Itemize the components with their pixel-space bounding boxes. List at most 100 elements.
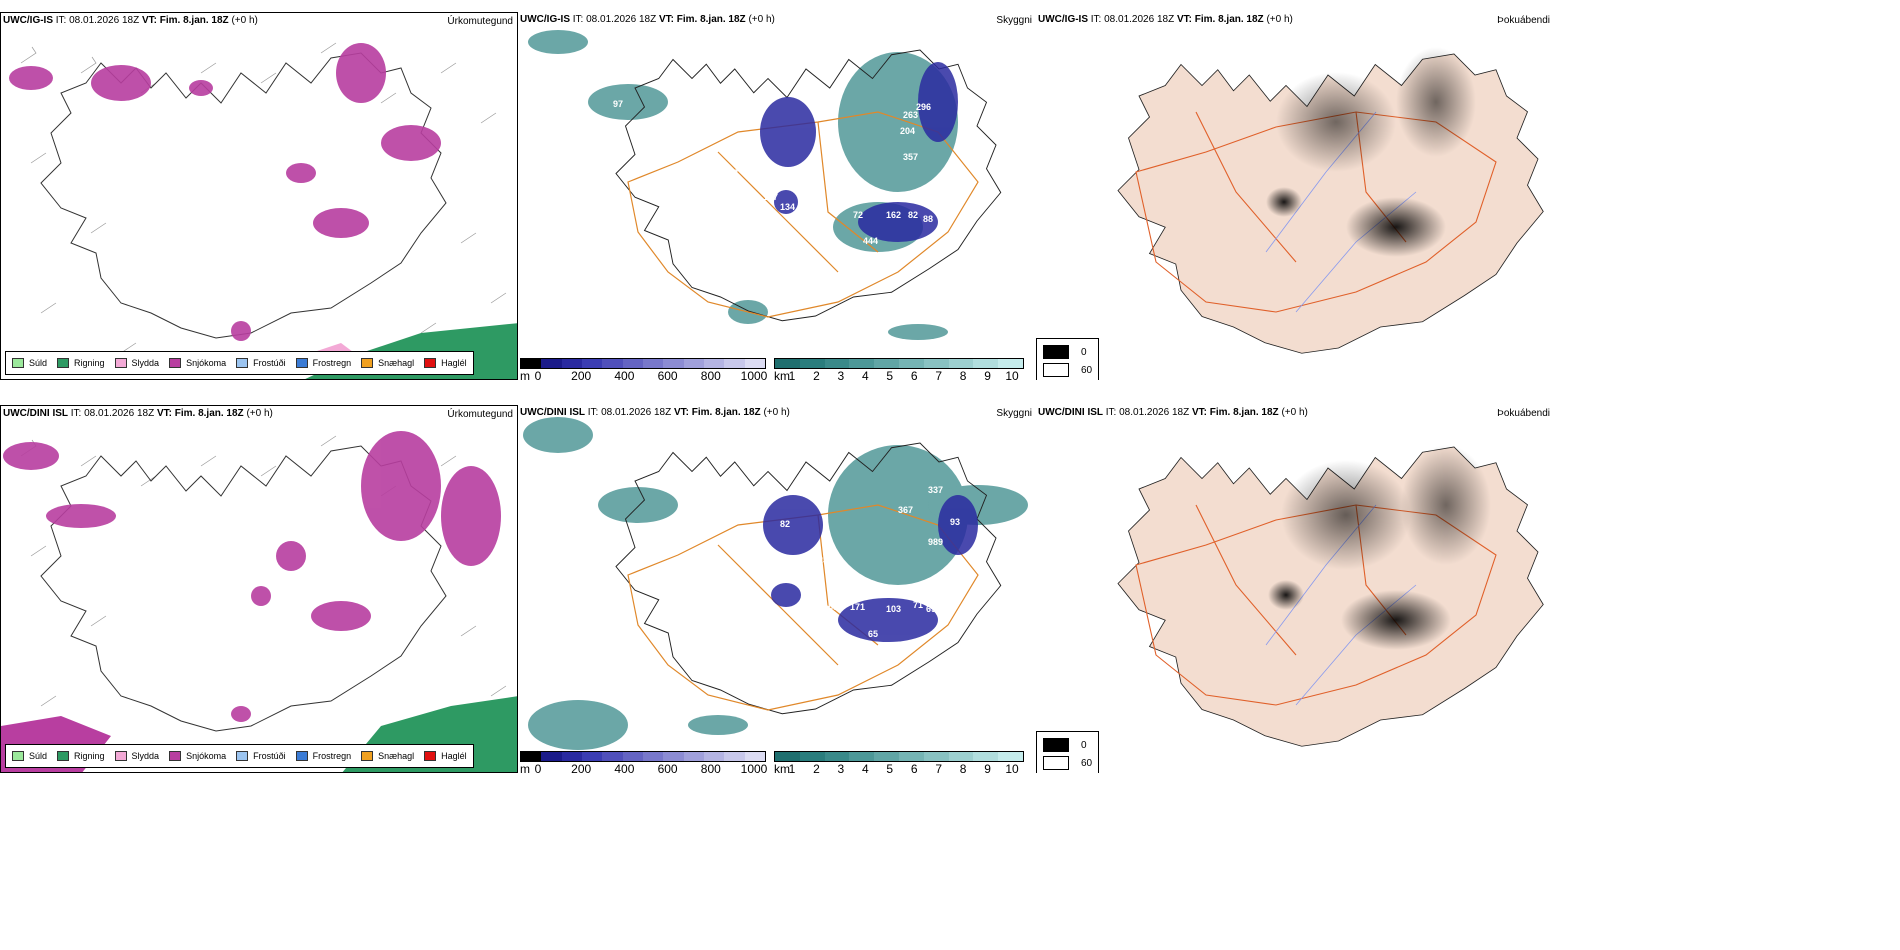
ceiling-label: 76 bbox=[764, 577, 774, 587]
fog-legend-1: 0 60 bbox=[1036, 338, 1100, 380]
precip-legend-2: Súld Rigning Slydda Snjókoma Frostúði Fr… bbox=[5, 744, 474, 768]
colorbar-tick: 10 bbox=[1005, 369, 1019, 380]
colorbar-tick: 0 bbox=[534, 369, 542, 380]
fog-panel-1: UWC/IG-IS IT: 08.01.2026 18Z VT: Fim. 8.… bbox=[1036, 12, 1554, 380]
visibility-areas bbox=[528, 30, 958, 340]
colorbar-tick: 5 bbox=[886, 369, 894, 380]
ceiling-areas bbox=[763, 495, 978, 642]
precip-legend-1: Súld Rigning Slydda Snjókoma Frostúði Fr… bbox=[5, 351, 474, 375]
legend-item: Frostregn bbox=[295, 358, 351, 368]
colorbar-swatches bbox=[520, 358, 766, 369]
ceiling-label: 98 bbox=[688, 136, 698, 146]
colorbar-tick: 1 bbox=[788, 762, 796, 773]
colorbar-tick: 9 bbox=[984, 762, 991, 773]
colorbar-tick: 8 bbox=[959, 369, 967, 380]
ceiling-label: 69 bbox=[926, 604, 936, 614]
panel-header: UWC/IG-IS IT: 08.01.2026 18Z VT: Fim. 8.… bbox=[1038, 14, 1293, 25]
panel-title: Úrkomutegund bbox=[447, 409, 513, 420]
colorbar-tick: 4 bbox=[861, 762, 869, 773]
wind-barbs bbox=[20, 42, 507, 354]
ceiling-label: 378 bbox=[723, 168, 738, 178]
ceiling-label: 134 bbox=[780, 202, 795, 212]
colorbar-tick: 0 bbox=[534, 762, 542, 773]
ceiling-label: 989 bbox=[928, 537, 943, 547]
fog-map-2 bbox=[1117, 445, 1544, 747]
colorbar-tick: 7 bbox=[935, 762, 942, 773]
ceiling-areas bbox=[760, 62, 958, 242]
cloud-panel-2: 71 82 236 175 156 158 171 103 71 69 93 989 337 367 65 7… bbox=[518, 405, 1036, 773]
legend-item: Haglél bbox=[424, 358, 467, 368]
colorbar-tick: 400 bbox=[614, 369, 635, 380]
precip-map-1 bbox=[9, 42, 517, 379]
legend-item: Frostregn bbox=[295, 751, 351, 761]
visibility-colorbar-1: km 1 2 3 4 5 6 7 8 9 10 bbox=[774, 358, 1024, 380]
legend-item: Súld bbox=[12, 358, 47, 368]
colorbar-tick: 800 bbox=[700, 762, 721, 773]
ceiling-label: 93 bbox=[950, 517, 960, 527]
colorbar-tick: 10 bbox=[1005, 762, 1019, 773]
panel-header: UWC/DINI ISL IT: 08.01.2026 18Z VT: Fim.… bbox=[1038, 407, 1308, 418]
legend-item: Frostúði bbox=[236, 358, 286, 368]
colorbar-tick: 800 bbox=[700, 369, 721, 380]
ceiling-label: 337 bbox=[928, 485, 943, 495]
colorbar-tick: 7 bbox=[935, 369, 942, 380]
ceiling-label: 236 bbox=[818, 555, 833, 565]
ceiling-label: 72 bbox=[853, 210, 863, 220]
legend-item: Rigning bbox=[57, 751, 105, 761]
cloud-panel-1: 106 97 99 77 89 95 98 378 127 134 72 162 82 88 357 263 2… bbox=[518, 12, 1036, 380]
colorbar-tick: 6 bbox=[910, 369, 918, 380]
panel-header: UWC/IG-IS IT: 08.01.2026 18Z VT: Fim. 8.… bbox=[520, 14, 775, 25]
ceiling-colorbar-1: m 0 200 400 600 800 1000 bbox=[520, 358, 767, 380]
legend-item: Súld bbox=[12, 751, 47, 761]
panel-title: Skyggni bbox=[996, 15, 1032, 26]
snow-areas bbox=[3, 431, 501, 722]
ceiling-label: 367 bbox=[898, 505, 913, 515]
ceiling-label: 158 bbox=[823, 602, 838, 612]
ceiling-label: 97 bbox=[613, 99, 623, 109]
ceiling-label: 89 bbox=[646, 144, 656, 154]
fog-legend-item: 0 bbox=[1043, 343, 1092, 361]
precip-panel-2: UWC/DINI ISL IT: 08.01.2026 18Z VT: Fim.… bbox=[0, 405, 518, 773]
snow-areas bbox=[9, 43, 441, 341]
ceiling-label: 296 bbox=[916, 102, 931, 112]
ceiling-label: 77 bbox=[660, 114, 670, 124]
colorbar-tick: 9 bbox=[984, 369, 991, 380]
ceiling-label: 82 bbox=[908, 210, 918, 220]
legend-item: Slydda bbox=[114, 358, 159, 368]
colorbar-tick: 600 bbox=[657, 762, 678, 773]
colorbar-tick: 1 bbox=[788, 369, 796, 380]
fog-legend-item: 60 bbox=[1043, 754, 1092, 772]
ceiling-label: 71 bbox=[750, 525, 760, 535]
ceiling-label: 95 bbox=[658, 157, 668, 167]
panel-title: Þokuábendi bbox=[1497, 408, 1550, 419]
ceiling-label: 204 bbox=[900, 126, 915, 136]
colorbar-ticks: km 1 2 3 4 5 6 7 8 9 10 bbox=[774, 369, 1024, 380]
ceiling-label: 106 bbox=[628, 66, 643, 76]
colorbar-tick: 6 bbox=[910, 762, 918, 773]
colorbar-tick: 5 bbox=[886, 762, 894, 773]
ceiling-label: 65 bbox=[868, 629, 878, 639]
panel-header: UWC/DINI ISL IT: 08.01.2026 18Z VT: Fim.… bbox=[3, 408, 273, 419]
legend-item: Snæhagl bbox=[361, 358, 414, 368]
fog-legend-item: 60 bbox=[1043, 361, 1092, 379]
colorbar-unit: m bbox=[520, 762, 530, 773]
colorbar-tick: 2 bbox=[813, 762, 820, 773]
legend-item: Slydda bbox=[114, 751, 159, 761]
colorbar-unit: km bbox=[774, 762, 790, 773]
fog-map-1 bbox=[1117, 47, 1544, 354]
panel-title: Úrkomutegund bbox=[447, 16, 513, 27]
colorbar-ticks: m 0 200 400 600 800 1000 bbox=[520, 369, 767, 380]
legend-item: Snæhagl bbox=[361, 751, 414, 761]
fog-areas bbox=[1266, 47, 1476, 257]
fog-areas bbox=[1268, 445, 1491, 650]
colorbar-tick: 200 bbox=[571, 369, 592, 380]
colorbar-tick: 3 bbox=[837, 369, 845, 380]
colorbar-tick: 8 bbox=[959, 762, 967, 773]
precip-map-2 bbox=[1, 431, 517, 772]
legend-item: Frostúði bbox=[236, 751, 286, 761]
fog-panel-2: UWC/DINI ISL IT: 08.01.2026 18Z VT: Fim.… bbox=[1036, 405, 1554, 773]
fog-legend-item: 0 bbox=[1043, 736, 1092, 754]
